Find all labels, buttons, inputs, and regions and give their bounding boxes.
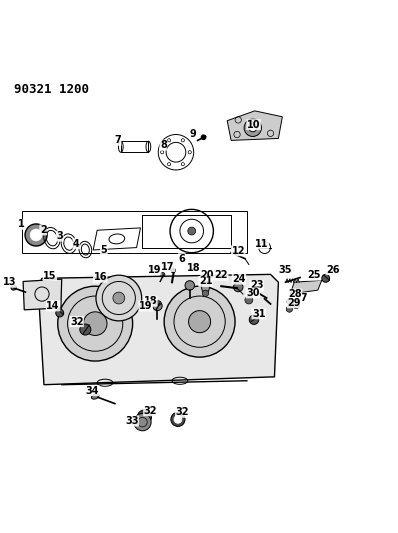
Text: 20: 20 xyxy=(201,270,214,280)
Text: 9: 9 xyxy=(189,129,196,139)
Circle shape xyxy=(322,274,330,282)
Circle shape xyxy=(113,292,125,304)
Circle shape xyxy=(249,315,259,325)
Circle shape xyxy=(202,290,209,296)
Text: 34: 34 xyxy=(86,385,99,395)
Text: 29: 29 xyxy=(287,298,301,308)
Ellipse shape xyxy=(92,394,99,399)
Circle shape xyxy=(56,309,64,317)
Text: 11: 11 xyxy=(255,239,269,249)
Circle shape xyxy=(287,299,293,305)
Text: 3: 3 xyxy=(57,231,63,241)
Circle shape xyxy=(188,227,196,235)
Circle shape xyxy=(30,229,42,241)
Circle shape xyxy=(160,272,165,277)
Text: 15: 15 xyxy=(43,271,57,280)
Bar xyxy=(121,141,148,152)
Polygon shape xyxy=(290,280,322,294)
Circle shape xyxy=(153,301,162,311)
Circle shape xyxy=(286,306,293,312)
Text: 35: 35 xyxy=(279,265,292,276)
Polygon shape xyxy=(38,274,279,385)
Circle shape xyxy=(201,135,206,140)
Circle shape xyxy=(174,415,182,423)
Text: 33: 33 xyxy=(125,416,139,426)
Ellipse shape xyxy=(201,281,209,293)
Polygon shape xyxy=(23,279,62,310)
Circle shape xyxy=(156,301,161,305)
Text: 90321 1200: 90321 1200 xyxy=(14,83,90,96)
Circle shape xyxy=(244,119,261,136)
Text: 18: 18 xyxy=(144,296,157,306)
Circle shape xyxy=(185,281,195,290)
Text: 21: 21 xyxy=(199,277,212,286)
Text: 27: 27 xyxy=(295,293,308,303)
Circle shape xyxy=(171,268,176,273)
Text: 19: 19 xyxy=(148,265,161,274)
Text: 4: 4 xyxy=(73,239,80,249)
Text: 2: 2 xyxy=(40,225,47,235)
Circle shape xyxy=(25,224,47,246)
Text: 31: 31 xyxy=(252,309,265,319)
Circle shape xyxy=(134,414,151,431)
Text: 30: 30 xyxy=(246,288,259,298)
Text: 16: 16 xyxy=(94,272,107,282)
Text: 10: 10 xyxy=(247,119,260,130)
Text: 6: 6 xyxy=(178,254,185,264)
Circle shape xyxy=(189,311,211,333)
Circle shape xyxy=(83,312,107,335)
Text: 1: 1 xyxy=(18,220,25,229)
Polygon shape xyxy=(227,111,282,140)
Circle shape xyxy=(137,410,152,424)
Text: 14: 14 xyxy=(46,301,60,311)
Text: 8: 8 xyxy=(160,140,167,150)
Text: 26: 26 xyxy=(326,265,339,274)
Text: 22: 22 xyxy=(215,270,228,280)
Circle shape xyxy=(58,286,133,361)
Text: 32: 32 xyxy=(176,407,189,417)
Circle shape xyxy=(293,302,300,309)
Text: 23: 23 xyxy=(250,280,263,290)
Text: 18: 18 xyxy=(187,263,200,273)
Circle shape xyxy=(234,282,243,292)
Circle shape xyxy=(245,296,253,304)
Text: 19: 19 xyxy=(139,301,152,311)
Circle shape xyxy=(80,324,91,335)
Text: 17: 17 xyxy=(161,262,175,271)
Text: 28: 28 xyxy=(288,289,302,299)
Text: 32: 32 xyxy=(144,406,157,416)
Text: 13: 13 xyxy=(3,277,16,287)
Circle shape xyxy=(171,413,185,426)
Circle shape xyxy=(11,285,16,290)
Text: 12: 12 xyxy=(232,246,245,256)
Circle shape xyxy=(164,286,235,357)
Text: 32: 32 xyxy=(70,317,84,327)
Text: 7: 7 xyxy=(114,135,121,146)
Circle shape xyxy=(249,124,257,132)
Circle shape xyxy=(140,413,148,421)
Text: 25: 25 xyxy=(307,270,321,280)
Circle shape xyxy=(96,275,142,321)
Text: 5: 5 xyxy=(100,245,107,255)
Text: 24: 24 xyxy=(232,274,246,284)
